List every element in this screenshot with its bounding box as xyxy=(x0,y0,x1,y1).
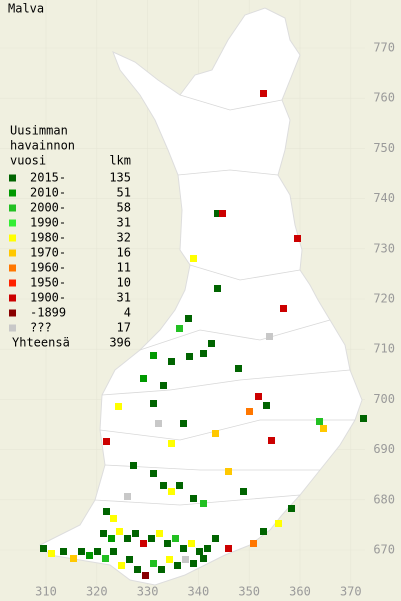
y-tick-label: 750 xyxy=(373,141,395,155)
x-tick-label: 370 xyxy=(340,585,362,599)
y-tick-label: 670 xyxy=(373,543,395,557)
y-tick-label: 730 xyxy=(373,241,395,255)
y-tick-label: 770 xyxy=(373,41,395,55)
legend-count: 31 xyxy=(117,291,131,305)
legend-swatch xyxy=(9,174,16,182)
x-tick-label: 310 xyxy=(35,585,57,599)
legend-label: ??? xyxy=(30,321,52,335)
legend-count: 135 xyxy=(109,171,131,185)
y-tick-label: 740 xyxy=(373,191,395,205)
legend-count-heading: lkm xyxy=(109,154,131,168)
legend-label: 1990- xyxy=(30,216,66,230)
x-tick-label: 350 xyxy=(238,585,260,599)
x-tick-label: 360 xyxy=(289,585,311,599)
map-title: Malva xyxy=(8,2,44,16)
legend-heading: Uusimman xyxy=(10,124,68,138)
legend-swatch xyxy=(9,234,16,242)
legend-swatch xyxy=(9,264,16,272)
legend-count: 11 xyxy=(117,261,131,275)
legend-heading: havainnon xyxy=(10,139,75,153)
legend-swatch xyxy=(9,324,16,332)
legend-label: 1900- xyxy=(30,291,66,305)
legend-count: 4 xyxy=(124,306,131,320)
legend: Uusimman havainnon vuosi lkm 2015- 135 201… xyxy=(9,124,131,350)
x-tick-label: 320 xyxy=(86,585,108,599)
legend-label: -1899 xyxy=(30,306,66,320)
y-tick-label: 710 xyxy=(373,342,395,356)
legend-label: 1950- xyxy=(30,276,66,290)
legend-count: 31 xyxy=(117,216,131,230)
legend-label: 2015- xyxy=(30,171,66,185)
legend-label: 2000- xyxy=(30,201,66,215)
legend-label: 1980- xyxy=(30,231,66,245)
y-tick-label: 760 xyxy=(373,91,395,105)
legend-swatch xyxy=(9,219,16,227)
legend-swatch xyxy=(9,309,16,317)
y-tick-label: 720 xyxy=(373,292,395,306)
legend-label: 1970- xyxy=(30,246,66,260)
legend-count: 17 xyxy=(117,321,131,335)
legend-swatch xyxy=(9,189,16,197)
legend-total-label: Yhteensä xyxy=(12,336,70,350)
legend-swatch xyxy=(9,279,16,287)
x-tick-label: 330 xyxy=(137,585,159,599)
legend-swatch xyxy=(9,294,16,302)
legend-count: 10 xyxy=(117,276,131,290)
legend-swatch xyxy=(9,204,16,212)
legend-heading: vuosi xyxy=(10,154,46,168)
y-tick-label: 700 xyxy=(373,392,395,406)
legend-total: 396 xyxy=(109,336,131,350)
y-tick-label: 690 xyxy=(373,442,395,456)
legend-count: 58 xyxy=(117,201,131,215)
legend-count: 32 xyxy=(117,231,131,245)
y-tick-label: 680 xyxy=(373,492,395,506)
x-tick-label: 340 xyxy=(188,585,210,599)
legend-label: 2010- xyxy=(30,186,66,200)
legend-label: 1960- xyxy=(30,261,66,275)
legend-swatch xyxy=(9,249,16,257)
legend-count: 16 xyxy=(117,246,131,260)
observation-squares xyxy=(40,90,367,579)
legend-count: 51 xyxy=(117,186,131,200)
